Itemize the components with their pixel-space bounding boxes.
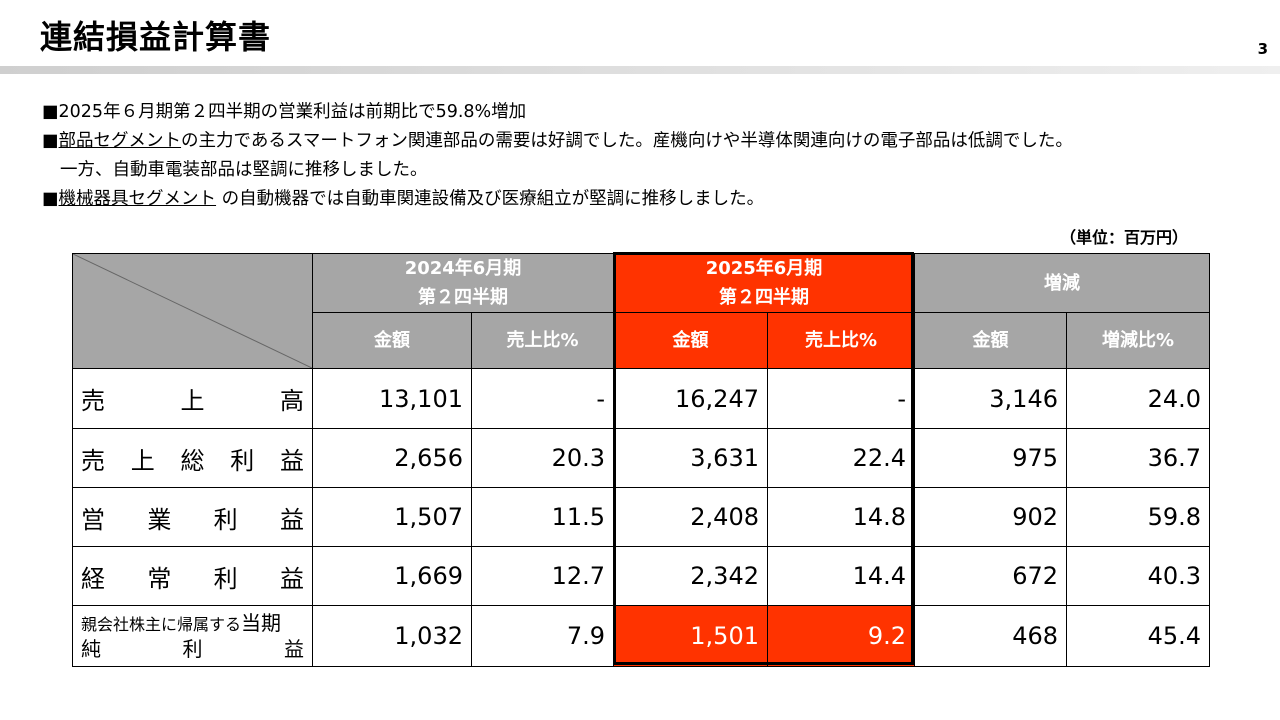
machinery-segment-link[interactable]: 機械器具セグメント (58, 189, 217, 209)
change-amount-cell: 975 (914, 428, 1067, 488)
change-amount-cell: 3,146 (914, 368, 1067, 429)
curr-amount-cell: 2,408 (613, 487, 768, 547)
title-divider (0, 66, 1280, 74)
corner-diagonal (73, 254, 312, 368)
prev-ratio-cell: 7.9 (471, 605, 614, 667)
row-label-net-sales: 売 上 高 (72, 368, 313, 429)
change-ratio-cell: 40.3 (1066, 546, 1210, 606)
header-prev-ratio: 売上比% (471, 312, 614, 369)
change-ratio-cell: 36.7 (1066, 428, 1210, 488)
page-title: 連結損益計算書 (40, 18, 272, 56)
curr-ratio-cell: 14.4 (767, 546, 915, 606)
curr-ratio-cell: 22.4 (767, 428, 915, 488)
prev-ratio-cell: - (471, 368, 614, 429)
page-number: 3 (1257, 40, 1268, 58)
prev-amount-cell: 2,656 (312, 428, 472, 488)
bullet-text: の主力であるスマートフォン関連部品の需要は好調でした。産機向けや半導体関連向けの… (181, 131, 1073, 151)
header-curr-amount: 金額 (613, 312, 768, 369)
bullet-text: の自動機器では自動車関連設備及び医療組立が堅調に推移しました。 (216, 189, 765, 209)
row-label-ordinary-profit: 経 常 利 益 (72, 546, 313, 606)
curr-amount-cell: 16,247 (613, 368, 768, 429)
change-amount-cell: 468 (914, 605, 1067, 667)
bullet-parts-segment: ■部品セグメントの主力であるスマートフォン関連部品の需要は好調でした。産機向けや… (42, 127, 1262, 156)
curr-ratio-cell-highlighted: 9.2 (767, 605, 915, 667)
header-corner-cell (72, 253, 313, 369)
curr-amount-cell: 3,631 (613, 428, 768, 488)
prev-amount-cell: 1,669 (312, 546, 472, 606)
change-ratio-cell: 45.4 (1066, 605, 1210, 667)
row-label-gross-profit: 売 上 総 利 益 (72, 428, 313, 488)
prev-amount-cell: 13,101 (312, 368, 472, 429)
prev-ratio-cell: 20.3 (471, 428, 614, 488)
bullet-machinery-segment: ■機械器具セグメント の自動機器では自動車関連設備及び医療組立が堅調に推移しまし… (42, 185, 1262, 214)
summary-bullets: ■2025年６月期第２四半期の営業利益は前期比で59.8%増加 ■部品セグメント… (42, 98, 1262, 214)
table-row: 親会社株主に帰属する当期 純 利 益 1,032 7.9 1,501 9.2 4… (72, 605, 1210, 667)
prev-amount-cell: 1,507 (312, 487, 472, 547)
table-row: 営 業 利 益 1,507 11.5 2,408 14.8 902 59.8 (72, 487, 1210, 547)
bullet-operating-profit: ■2025年６月期第２四半期の営業利益は前期比で59.8%増加 (42, 102, 527, 122)
header-prev-amount: 金額 (312, 312, 472, 369)
parts-segment-link[interactable]: 部品セグメント (58, 131, 182, 151)
bullet-automotive: 一方、自動車電装部品は堅調に推移しました。 (60, 160, 428, 180)
curr-amount-cell: 2,342 (613, 546, 768, 606)
curr-ratio-cell: - (767, 368, 915, 429)
table-row: 売 上 総 利 益 2,656 20.3 3,631 22.4 975 36.7 (72, 428, 1210, 488)
change-ratio-cell: 59.8 (1066, 487, 1210, 547)
header-curr-ratio: 売上比% (767, 312, 915, 369)
curr-ratio-cell: 14.8 (767, 487, 915, 547)
header-curr-period: 2025年6月期 第２四半期 (613, 253, 915, 313)
bullet-marker: ■ (42, 131, 59, 151)
change-ratio-cell: 24.0 (1066, 368, 1210, 429)
header-change-amount: 金額 (914, 312, 1067, 369)
header-prev-period: 2024年6月期 第２四半期 (312, 253, 614, 313)
change-amount-cell: 672 (914, 546, 1067, 606)
row-label-operating-profit: 営 業 利 益 (72, 487, 313, 547)
prev-amount-cell: 1,032 (312, 605, 472, 667)
table-row: 経 常 利 益 1,669 12.7 2,342 14.4 672 40.3 (72, 546, 1210, 606)
income-statement-table: 2024年6月期 第２四半期 2025年6月期 第２四半期 増減 金額 売上比%… (72, 253, 1210, 667)
change-amount-cell: 902 (914, 487, 1067, 547)
prev-ratio-cell: 12.7 (471, 546, 614, 606)
table-row: 売 上 高 13,101 - 16,247 - 3,146 24.0 (72, 368, 1210, 429)
prev-ratio-cell: 11.5 (471, 487, 614, 547)
curr-amount-cell-highlighted: 1,501 (613, 605, 768, 667)
row-label-net-income-attributable: 親会社株主に帰属する当期 純 利 益 (72, 605, 313, 667)
header-change-ratio: 増減比% (1066, 312, 1210, 369)
unit-note: （単位：百万円） (1059, 228, 1188, 247)
bullet-marker: ■ (42, 189, 59, 209)
header-change: 増減 (914, 253, 1210, 313)
